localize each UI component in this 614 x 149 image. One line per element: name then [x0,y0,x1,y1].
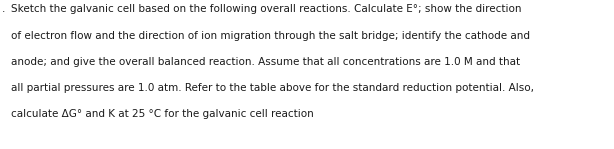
Text: $\mathregular{Cl_2 + 2e^- \rightarrow 2Cl^-}$: $\mathregular{Cl_2 + 2e^- \rightarrow 2C… [40,147,128,149]
Text: Sketch the galvanic cell based on the following overall reactions. Calculate E°;: Sketch the galvanic cell based on the fo… [11,4,521,14]
Text: of electron flow and the direction of ion migration through the salt bridge; ide: of electron flow and the direction of io… [11,31,530,41]
Text: anode; and give the overall balanced reaction. Assume that all concentrations ar: anode; and give the overall balanced rea… [11,57,520,67]
Text: all partial pressures are 1.0 atm. Refer to the table above for the standard red: all partial pressures are 1.0 atm. Refer… [11,83,534,93]
Text: $\mathit{\mathcal{E}}$° = 1.36 V: $\mathit{\mathcal{E}}$° = 1.36 V [405,147,467,149]
Text: a.: a. [11,147,21,149]
Text: calculate ΔG° and K at 25 °C for the galvanic cell reaction: calculate ΔG° and K at 25 °C for the gal… [11,109,314,119]
Text: .: . [2,4,5,14]
